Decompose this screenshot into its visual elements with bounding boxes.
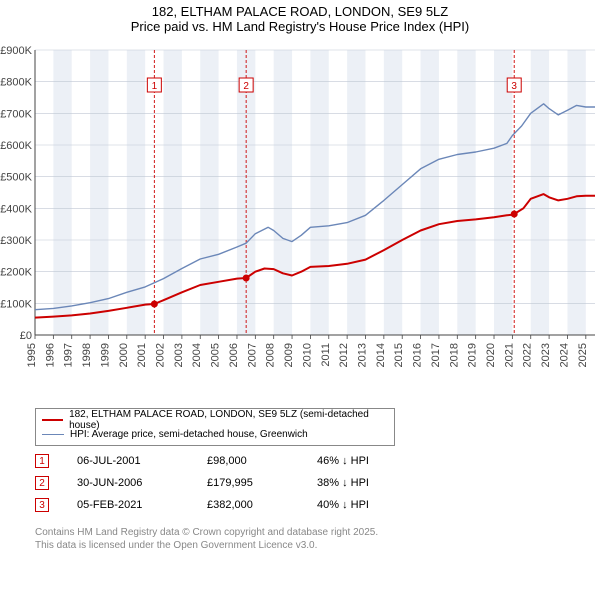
event-delta: 38% ↓ HPI: [317, 477, 407, 489]
event-delta: 40% ↓ HPI: [317, 499, 407, 511]
x-tick-label: 2002: [155, 343, 167, 367]
x-tick-label: 2010: [301, 343, 313, 367]
year-band: [90, 50, 108, 335]
event-marker-num: 2: [243, 81, 249, 92]
x-tick-label: 1999: [99, 343, 111, 367]
year-band: [164, 50, 182, 335]
event-date: 06-JUL-2001: [77, 455, 187, 467]
x-tick-label: 2025: [577, 343, 589, 367]
y-tick-label: £700K: [0, 108, 32, 120]
year-band: [421, 50, 439, 335]
title-line1: 182, ELTHAM PALACE ROAD, LONDON, SE9 5LZ: [0, 4, 600, 19]
x-tick-label: 2000: [118, 343, 130, 367]
x-tick-label: 2016: [412, 343, 424, 367]
year-band: [53, 50, 71, 335]
sale-point: [511, 211, 518, 218]
x-tick-label: 1995: [26, 343, 38, 367]
x-tick-label: 2013: [356, 343, 368, 367]
x-tick-label: 1996: [44, 343, 56, 367]
x-tick-label: 2014: [375, 343, 387, 367]
x-tick-label: 2009: [283, 343, 295, 367]
x-tick-label: 2012: [338, 343, 350, 367]
event-marker-icon: 2: [35, 476, 49, 490]
footnote-line1: Contains HM Land Registry data © Crown c…: [35, 526, 378, 539]
y-tick-label: £600K: [0, 140, 32, 152]
x-tick-label: 2008: [265, 343, 277, 367]
x-tick-label: 2018: [448, 343, 460, 367]
y-tick-label: £500K: [0, 172, 32, 184]
year-band: [127, 50, 145, 335]
legend-label: HPI: Average price, semi-detached house,…: [70, 429, 308, 440]
events-table: 1 06-JUL-2001 £98,000 46% ↓ HPI 2 30-JUN-2006…: [35, 450, 407, 516]
y-tick-label: £300K: [0, 235, 32, 247]
chart-title-block: 182, ELTHAM PALACE ROAD, LONDON, SE9 5LZ…: [0, 0, 600, 34]
x-tick-label: 2024: [558, 343, 570, 367]
x-tick-label: 2017: [430, 343, 442, 367]
x-tick-label: 2019: [467, 343, 479, 367]
event-date: 05-FEB-2021: [77, 499, 187, 511]
x-tick-label: 2020: [485, 343, 497, 367]
legend: 182, ELTHAM PALACE ROAD, LONDON, SE9 5LZ…: [35, 408, 395, 446]
footnote: Contains HM Land Registry data © Crown c…: [35, 526, 378, 552]
x-tick-label: 2023: [540, 343, 552, 367]
event-marker-icon: 1: [35, 454, 49, 468]
year-band: [567, 50, 585, 335]
sale-point: [151, 300, 158, 307]
event-date: 30-JUN-2006: [77, 477, 187, 489]
y-tick-label: £100K: [0, 298, 32, 310]
y-tick-label: £200K: [0, 267, 32, 279]
year-band: [274, 50, 292, 335]
x-tick-label: 2022: [522, 343, 534, 367]
year-band: [457, 50, 475, 335]
x-tick-label: 2015: [393, 343, 405, 367]
chart-area: £0 £100K £200K £300K £400K £500K £600K £700K £80…: [0, 40, 600, 400]
legend-swatch: [42, 434, 64, 435]
year-band: [200, 50, 218, 335]
x-tick-label: 2003: [173, 343, 185, 367]
legend-label: 182, ELTHAM PALACE ROAD, LONDON, SE9 5LZ…: [69, 409, 388, 431]
x-tick-label: 2007: [246, 343, 258, 367]
event-row: 3 05-FEB-2021 £382,000 40% ↓ HPI: [35, 494, 407, 516]
event-delta: 46% ↓ HPI: [317, 455, 407, 467]
y-tick-label: £0: [20, 330, 32, 342]
x-tick-label: 2001: [136, 343, 148, 367]
event-marker-num: 3: [511, 81, 517, 92]
year-band: [494, 50, 512, 335]
sale-point: [243, 275, 250, 282]
x-tick-label: 1998: [81, 343, 93, 367]
line-chart-svg: £0 £100K £200K £300K £400K £500K £600K £700K £80…: [0, 40, 600, 400]
x-tick-label: 2011: [320, 343, 332, 367]
year-band: [531, 50, 549, 335]
event-row: 1 06-JUL-2001 £98,000 46% ↓ HPI: [35, 450, 407, 472]
x-tick-label: 2004: [191, 343, 203, 367]
event-row: 2 30-JUN-2006 £179,995 38% ↓ HPI: [35, 472, 407, 494]
event-price: £382,000: [207, 499, 297, 511]
event-price: £179,995: [207, 477, 297, 489]
title-line2: Price paid vs. HM Land Registry's House …: [0, 19, 600, 34]
legend-swatch: [42, 419, 63, 421]
event-marker-icon: 3: [35, 498, 49, 512]
event-marker-num: 1: [152, 81, 158, 92]
x-tick-label: 1997: [63, 343, 75, 367]
year-band: [310, 50, 328, 335]
event-price: £98,000: [207, 455, 297, 467]
y-tick-label: £800K: [0, 77, 32, 89]
x-tick-label: 2006: [228, 343, 240, 367]
y-tick-label: £400K: [0, 203, 32, 215]
y-tick-label: £900K: [0, 45, 32, 57]
footnote-line2: This data is licensed under the Open Gov…: [35, 539, 378, 552]
x-tick-label: 2021: [503, 343, 515, 367]
x-tick-label: 2005: [210, 343, 222, 367]
legend-row: 182, ELTHAM PALACE ROAD, LONDON, SE9 5LZ…: [42, 412, 388, 427]
year-band: [347, 50, 365, 335]
